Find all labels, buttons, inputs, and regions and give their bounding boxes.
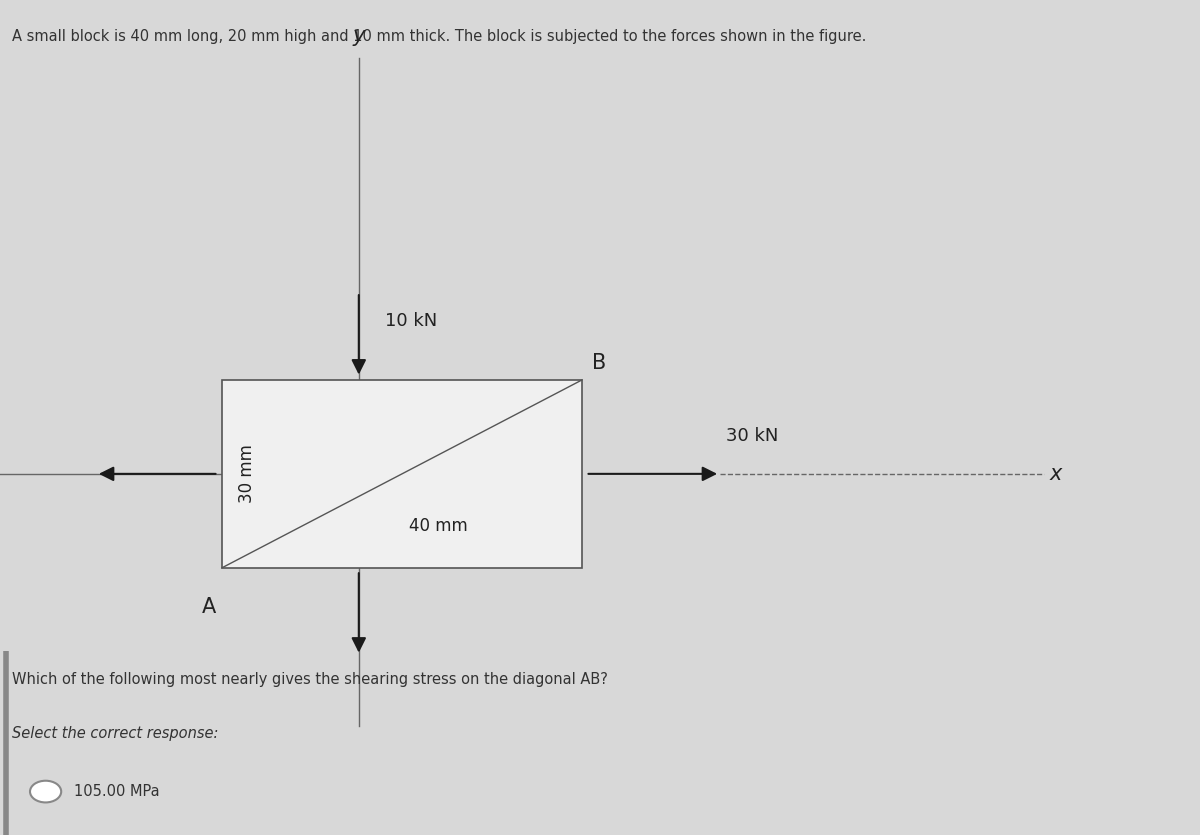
Text: x: x bbox=[1050, 464, 1062, 483]
Text: 40 mm: 40 mm bbox=[409, 518, 467, 535]
Text: Select the correct response:: Select the correct response: bbox=[12, 726, 218, 741]
Text: 30 kN: 30 kN bbox=[726, 428, 779, 445]
Text: 105.00 MPa: 105.00 MPa bbox=[74, 784, 160, 799]
Text: B: B bbox=[592, 353, 606, 373]
FancyBboxPatch shape bbox=[222, 380, 582, 568]
Text: y: y bbox=[353, 26, 365, 46]
Text: 10 kN: 10 kN bbox=[385, 312, 438, 331]
Circle shape bbox=[30, 781, 61, 802]
Text: 30 mm: 30 mm bbox=[238, 444, 256, 504]
Text: A: A bbox=[202, 597, 216, 617]
Text: Which of the following most nearly gives the shearing stress on the diagonal AB?: Which of the following most nearly gives… bbox=[12, 672, 608, 687]
Text: A small block is 40 mm long, 20 mm high and 10 mm thick. The block is subjected : A small block is 40 mm long, 20 mm high … bbox=[12, 29, 866, 44]
